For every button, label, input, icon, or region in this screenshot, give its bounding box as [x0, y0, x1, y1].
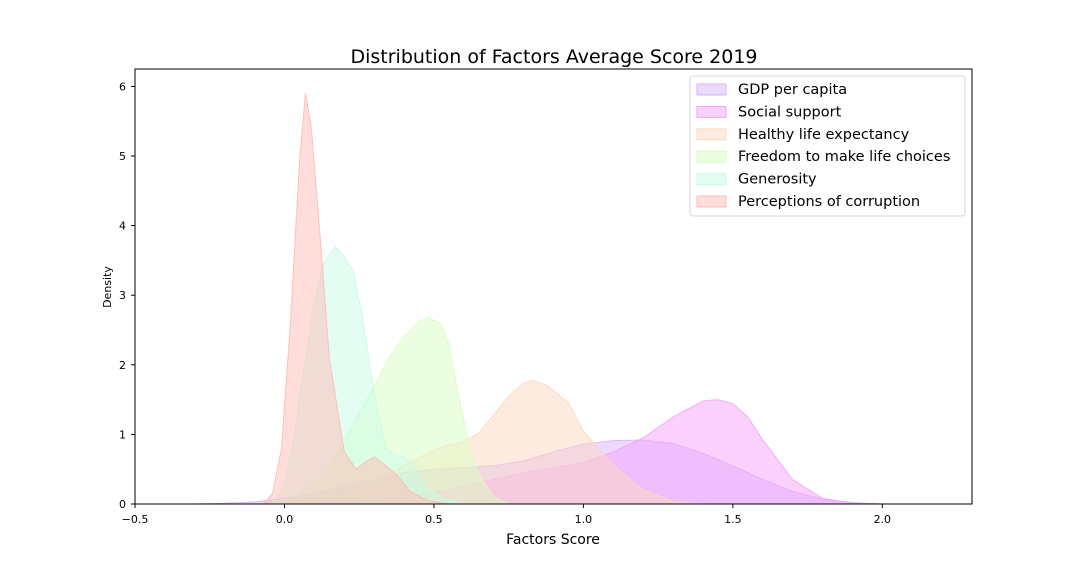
- x-tick-label: 2.0: [874, 513, 892, 526]
- y-tick-label: 1: [119, 428, 126, 441]
- x-tick-label: 0.0: [276, 513, 294, 526]
- legend-box: [689, 75, 966, 217]
- x-tick-label: 0.5: [425, 513, 443, 526]
- chart-title: Distribution of Factors Average Score 20…: [350, 46, 757, 68]
- y-tick-label: 6: [119, 80, 126, 93]
- x-axis-title: Factors Score: [506, 532, 600, 548]
- legend-swatch-generosity: [696, 173, 727, 186]
- y-tick-label: 5: [119, 150, 126, 163]
- y-tick-label: 2: [119, 359, 126, 372]
- y-tick-label: 3: [119, 289, 126, 302]
- x-tick-label: −0.5: [122, 513, 149, 526]
- legend-label-healthy-life-expectancy: Healthy life expectancy: [738, 127, 910, 143]
- legend-label-gdp-per-capita: GDP per capita: [738, 82, 847, 98]
- legend-label-perceptions-of-corruption: Perceptions of corruption: [738, 194, 920, 210]
- y-tick-label: 4: [119, 220, 126, 233]
- legend-swatch-freedom-to-make-life-choices: [696, 150, 727, 163]
- legend-label-generosity: Generosity: [738, 172, 817, 188]
- y-axis: 0 1 2 3 4 5 6: [119, 80, 135, 511]
- y-axis-title: Density: [101, 266, 114, 308]
- legend-swatch-social-support: [696, 105, 727, 118]
- density-area-perceptions-of-corruption: [262, 93, 449, 505]
- x-axis: −0.5 0.0 0.5 1.0 1.5 2.0: [122, 504, 891, 526]
- legend-label-freedom-to-make-life-choices: Freedom to make life choices: [738, 149, 950, 165]
- y-tick-label: 0: [119, 498, 126, 511]
- series-layer: [194, 93, 883, 505]
- x-tick-label: 1.5: [724, 513, 742, 526]
- x-tick-label: 1.0: [575, 513, 593, 526]
- legend: GDP per capita Social support Healthy life…: [689, 75, 966, 217]
- legend-swatch-healthy-life-expectancy: [696, 128, 727, 141]
- legend-swatch-perceptions-of-corruption: [696, 195, 727, 208]
- plot-frame: [134, 68, 973, 505]
- legend-label-social-support: Social support: [738, 104, 842, 120]
- legend-swatch-gdp-per-capita: [696, 83, 727, 96]
